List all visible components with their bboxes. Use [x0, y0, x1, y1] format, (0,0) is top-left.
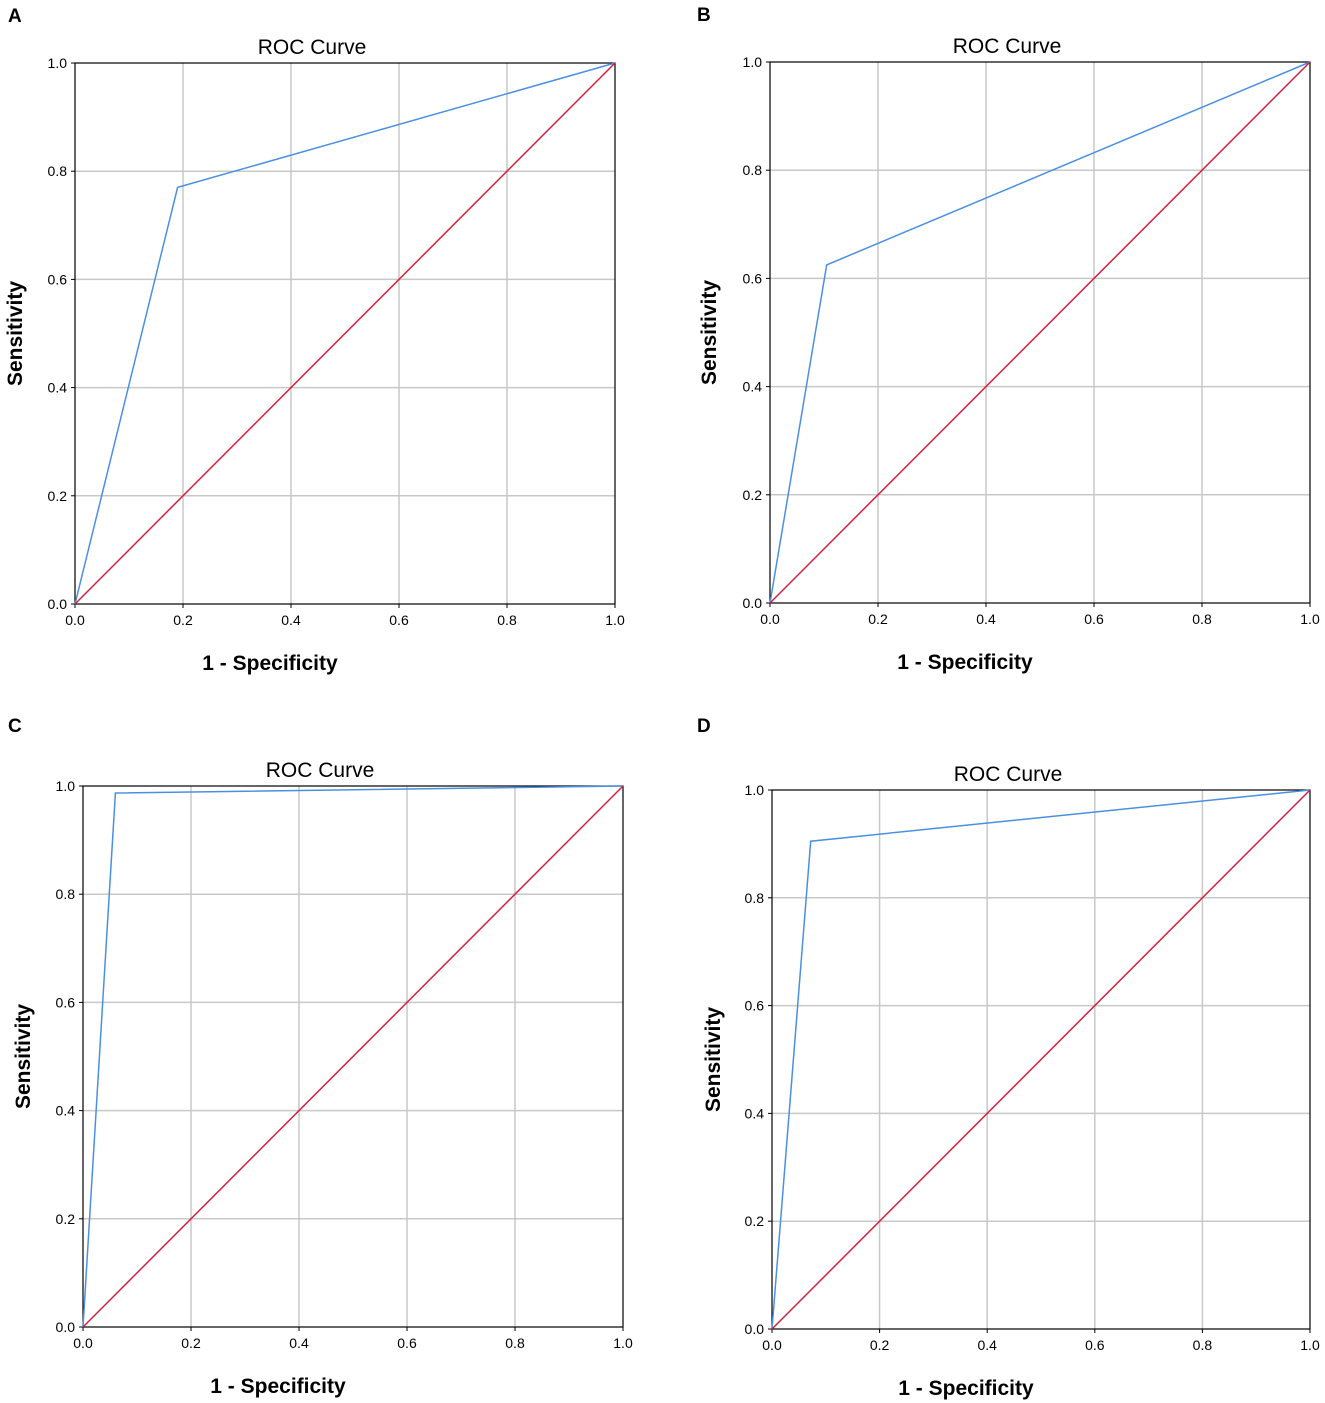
y-tick-label: 0.4 [745, 1105, 765, 1121]
y-tick-label: 0.0 [48, 596, 68, 612]
roc-curve-line [82, 785, 624, 1328]
y-tick-label: 0.4 [48, 380, 68, 396]
chart-title: ROC Curve [266, 759, 375, 782]
panel-label: C [8, 716, 22, 737]
x-tick-label: 0.0 [65, 612, 85, 628]
roc-panel-a: A 0.0 0.2 0.4 0.6 0.8 1.0 0.0 0.2 0.4 0.6 0.8 1.0 ROC… [4, 6, 625, 675]
y-tick-label: 0.2 [56, 1211, 76, 1227]
x-tick-label: 0.0 [762, 1337, 782, 1353]
chart-title: ROC Curve [954, 763, 1063, 786]
y-tick-label: 0.2 [48, 488, 68, 504]
x-tick-label: 0.6 [1085, 1337, 1105, 1353]
plot-frame [771, 789, 1311, 1330]
y-tick-label: 0.6 [745, 998, 765, 1014]
plot-frame [82, 785, 624, 1328]
x-tick-label: 0.8 [1193, 1337, 1213, 1353]
y-tick-label: 0.8 [56, 886, 76, 902]
x-tick-label: 0.2 [868, 611, 888, 627]
y-tick-label: 0.6 [743, 270, 763, 286]
x-tick-label: 0.6 [1084, 611, 1104, 627]
x-axis-title: 1 - Specificity [202, 652, 338, 675]
y-axis-title: Sensitivity [12, 1004, 35, 1109]
x-tick-label: 0.2 [870, 1337, 890, 1353]
x-axis-title: 1 - Specificity [898, 1377, 1034, 1400]
panel-label: B [697, 5, 711, 26]
y-tick-label: 0.0 [56, 1319, 76, 1335]
y-tick-label: 0.2 [745, 1213, 765, 1229]
roc-panel-c: C 0.0 0.2 0.4 0.6 0.8 1.0 0.0 0.2 0.4 0.6 0.8 1.0 ROC… [8, 716, 633, 1398]
y-tick-label: 0.2 [743, 487, 763, 503]
reference-diagonal-line [769, 61, 1311, 604]
plot-frame [769, 61, 1311, 604]
y-tick-label: 0.8 [743, 162, 763, 178]
x-tick-label: 0.2 [173, 612, 193, 628]
x-tick-label: 0.8 [497, 612, 517, 628]
x-tick-label: 1.0 [1300, 1337, 1320, 1353]
chart-title: ROC Curve [953, 35, 1062, 58]
panel-label: D [697, 716, 711, 737]
reference-diagonal-line [82, 785, 624, 1328]
roc-panel-d: D 0.0 0.2 0.4 0.6 0.8 1.0 0.0 0.2 0.4 0.6 0.8 1.0 ROC… [697, 716, 1320, 1400]
x-tick-label: 0.6 [389, 612, 409, 628]
reference-diagonal-line [74, 62, 616, 605]
x-tick-label: 0.6 [397, 1335, 417, 1351]
y-tick-label: 0.6 [56, 994, 76, 1010]
y-tick-label: 0.0 [743, 595, 763, 611]
y-tick-label: 1.0 [48, 55, 68, 71]
y-tick-label: 0.8 [745, 890, 765, 906]
y-tick-label: 1.0 [56, 778, 76, 794]
roc-curve-line [769, 61, 1311, 604]
plot-frame [74, 62, 616, 605]
x-tick-label: 1.0 [1300, 611, 1320, 627]
x-tick-label: 1.0 [613, 1335, 633, 1351]
y-tick-label: 0.6 [48, 271, 68, 287]
x-tick-label: 1.0 [605, 612, 625, 628]
y-tick-label: 1.0 [745, 782, 765, 798]
x-tick-label: 0.4 [281, 612, 301, 628]
roc-panel-b: B 0.0 0.2 0.4 0.6 0.8 1.0 0.0 0.2 0.4 0.6 0.8 1.0 ROC… [697, 5, 1320, 674]
x-tick-label: 0.4 [976, 611, 996, 627]
y-axis-title: Sensitivity [4, 281, 27, 386]
x-tick-label: 0.4 [977, 1337, 997, 1353]
y-tick-label: 0.8 [48, 163, 68, 179]
y-tick-label: 1.0 [743, 54, 763, 70]
x-tick-label: 0.8 [505, 1335, 525, 1351]
x-axis-title: 1 - Specificity [210, 1375, 346, 1398]
x-tick-label: 0.2 [181, 1335, 201, 1351]
x-tick-label: 0.0 [760, 611, 780, 627]
x-tick-label: 0.0 [73, 1335, 93, 1351]
x-tick-label: 0.8 [1192, 611, 1212, 627]
reference-diagonal-line [771, 789, 1311, 1330]
y-tick-label: 0.4 [56, 1103, 76, 1119]
y-axis-title: Sensitivity [698, 280, 721, 385]
y-axis-title: Sensitivity [702, 1007, 725, 1112]
y-tick-label: 0.4 [743, 379, 763, 395]
x-axis-title: 1 - Specificity [897, 651, 1033, 674]
chart-title: ROC Curve [258, 36, 367, 59]
x-tick-label: 0.4 [289, 1335, 309, 1351]
roc-curve-line [771, 789, 1311, 1330]
y-tick-label: 0.0 [745, 1321, 765, 1337]
panel-label: A [8, 6, 22, 27]
roc-curve-line [74, 62, 616, 605]
